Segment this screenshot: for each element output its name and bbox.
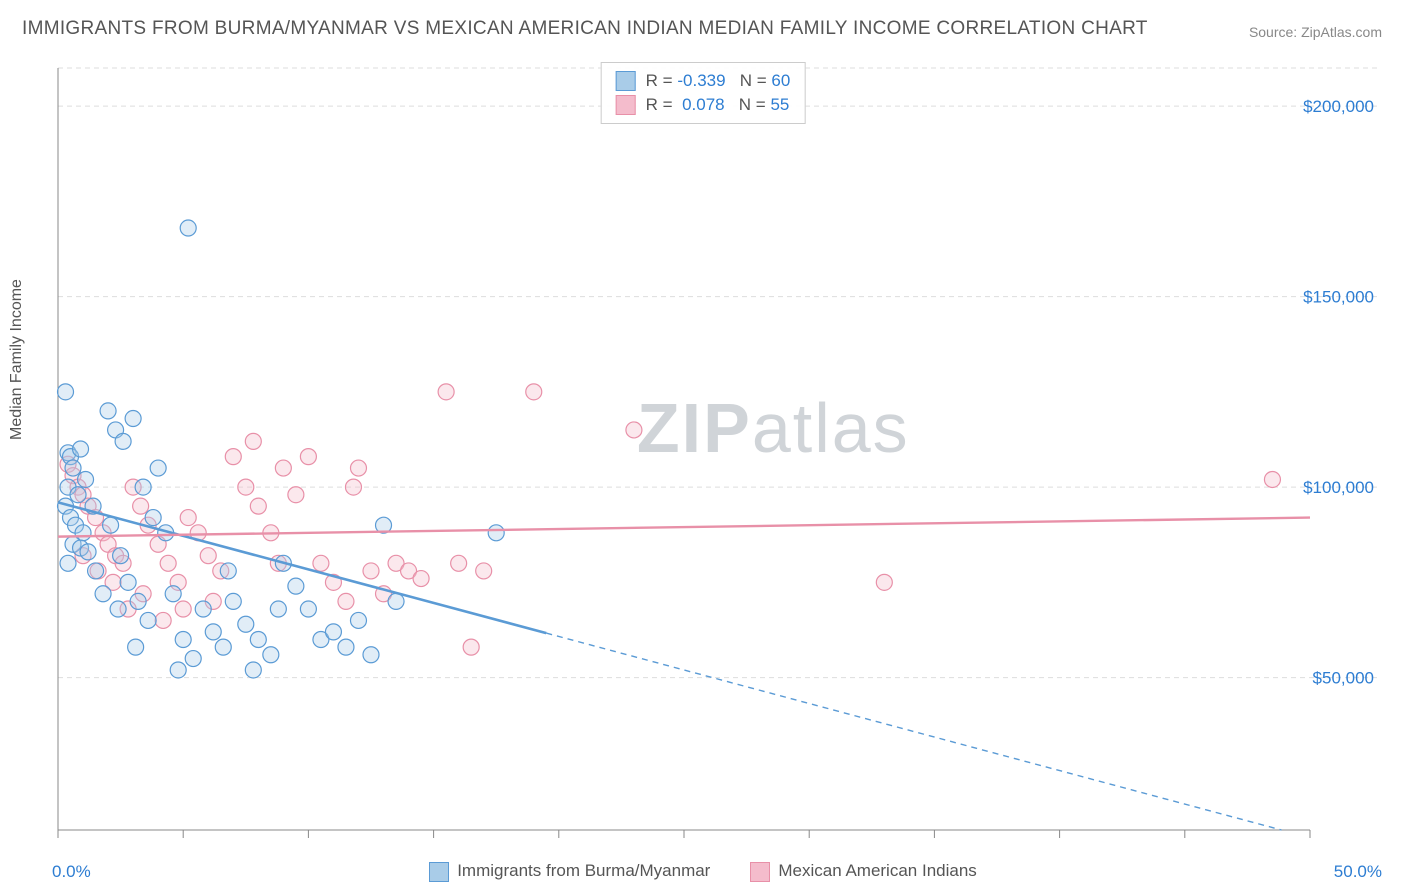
r-prefix-0: R = [646,71,673,90]
legend-label-0: Immigrants from Burma/Myanmar [457,861,710,880]
scatter-plot: $50,000 $100,000 $150,000 $200,000 [50,60,1380,860]
legend-item-1: Mexican American Indians [750,861,976,882]
correlation-legend: R = -0.339 N = 60 R = 0.078 N = 55 [601,62,806,124]
legend-swatch-1 [616,95,636,115]
n-prefix-1: N = [739,95,766,114]
n-value-0: 60 [771,71,790,90]
legend-swatch-bottom-0 [429,862,449,882]
chart-title: IMMIGRANTS FROM BURMA/MYANMAR VS MEXICAN… [22,18,1148,40]
svg-text:$50,000: $50,000 [1313,669,1374,688]
legend-row-series-0: R = -0.339 N = 60 [616,69,791,93]
r-prefix-1: R = [646,95,673,114]
source-value: ZipAtlas.com [1301,24,1382,40]
x-axis-max-label: 50.0% [1334,862,1382,882]
legend-label-1: Mexican American Indians [778,861,976,880]
x-axis-min-label: 0.0% [52,862,91,882]
r-value-1: 0.078 [682,95,725,114]
svg-text:$200,000: $200,000 [1303,97,1374,116]
r-value-0: -0.339 [677,71,725,90]
legend-item-0: Immigrants from Burma/Myanmar [429,861,710,882]
series-legend: Immigrants from Burma/Myanmar Mexican Am… [0,861,1406,882]
legend-swatch-bottom-1 [750,862,770,882]
svg-text:$100,000: $100,000 [1303,478,1374,497]
n-prefix-0: N = [740,71,767,90]
legend-swatch-0 [616,71,636,91]
y-axis-label: Median Family Income [8,279,26,440]
chart-svg: $50,000 $100,000 $150,000 $200,000 [50,60,1380,860]
svg-text:$150,000: $150,000 [1303,288,1374,307]
legend-row-series-1: R = 0.078 N = 55 [616,93,791,117]
source-label: Source: [1249,24,1297,40]
n-value-1: 55 [770,95,789,114]
source-attribution: Source: ZipAtlas.com [1249,24,1382,40]
